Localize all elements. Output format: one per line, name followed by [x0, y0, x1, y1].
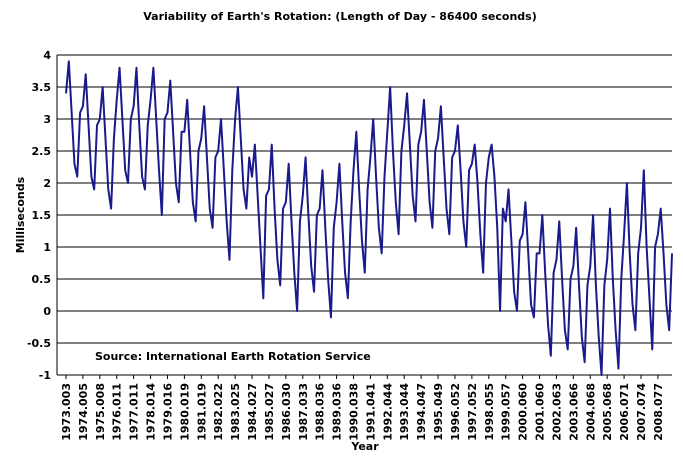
x-tick-label: 1987.033: [297, 383, 310, 441]
x-tick-label: 1996.052: [449, 383, 462, 441]
y-tick-label: 0: [43, 305, 51, 318]
y-tick-label: -0.5: [27, 337, 51, 350]
x-tick-label: 2006.071: [618, 383, 631, 441]
x-tick-label: 1991.041: [364, 383, 377, 441]
x-tick-label: 1997.052: [466, 383, 479, 441]
y-tick-label: 1.5: [32, 209, 52, 222]
x-tick-label: 1992.044: [381, 383, 394, 441]
x-tick-label: 1988.036: [314, 383, 327, 441]
x-tick-label: 1982.022: [212, 383, 225, 441]
y-tick-label: -1: [39, 369, 51, 382]
chart-title: Variability of Earth's Rotation: (Length…: [143, 10, 537, 23]
y-tick-label: 2: [43, 177, 51, 190]
x-tick-label: 2007.074: [635, 383, 648, 441]
x-tick-label: 1980.019: [178, 383, 191, 441]
x-tick-label: 1973.003: [60, 383, 73, 441]
x-tick-label: 1999.057: [500, 383, 513, 441]
x-tick-label: 1990.038: [347, 383, 360, 441]
y-tick-label: 3: [43, 113, 51, 126]
x-tick-label: 1981.019: [195, 383, 208, 441]
annotation: Source: International Earth Rotation Ser…: [95, 350, 371, 363]
x-tick-label: 2005.068: [601, 383, 614, 441]
x-tick-label: 2000.060: [517, 383, 530, 441]
x-tick-label: 1975.008: [94, 383, 107, 441]
x-tick-label: 1985.027: [263, 383, 276, 441]
y-tick-label: 0.5: [32, 273, 52, 286]
x-tick-label: 1977.011: [128, 383, 141, 441]
x-tick-label: 1976.011: [111, 383, 124, 441]
x-tick-label: 1974.005: [77, 383, 90, 441]
x-tick-label: 1983.025: [229, 383, 242, 441]
x-tick-label: 1995.049: [432, 383, 445, 441]
x-tick-label: 1998.055: [483, 383, 496, 441]
x-tick-label: 1986.030: [280, 383, 293, 441]
x-tick-label: 2002.063: [550, 383, 563, 441]
x-tick-label: 1984.027: [246, 383, 259, 441]
y-tick-label: 2.5: [32, 145, 52, 158]
y-tick-label: 3.5: [32, 81, 52, 94]
y-tick-label: 1: [43, 241, 51, 254]
y-axis-label: Milliseconds: [14, 176, 27, 253]
x-tick-label: 2004.068: [584, 383, 597, 441]
x-tick-label: 2001.060: [534, 383, 547, 441]
x-tick-label: 1989.036: [331, 383, 344, 441]
x-tick-label: 1979.016: [161, 383, 174, 441]
x-tick-label: 1993.044: [398, 383, 411, 441]
x-tick-label: 2008.077: [652, 383, 665, 441]
data-line: [65, 60, 673, 376]
x-axis-label: Year: [350, 440, 379, 453]
x-tick-label: 1994.047: [415, 383, 428, 441]
x-tick-label: 1978.014: [145, 383, 158, 441]
x-tick-label: 2003.066: [567, 383, 580, 441]
y-tick-label: 4: [43, 49, 51, 62]
